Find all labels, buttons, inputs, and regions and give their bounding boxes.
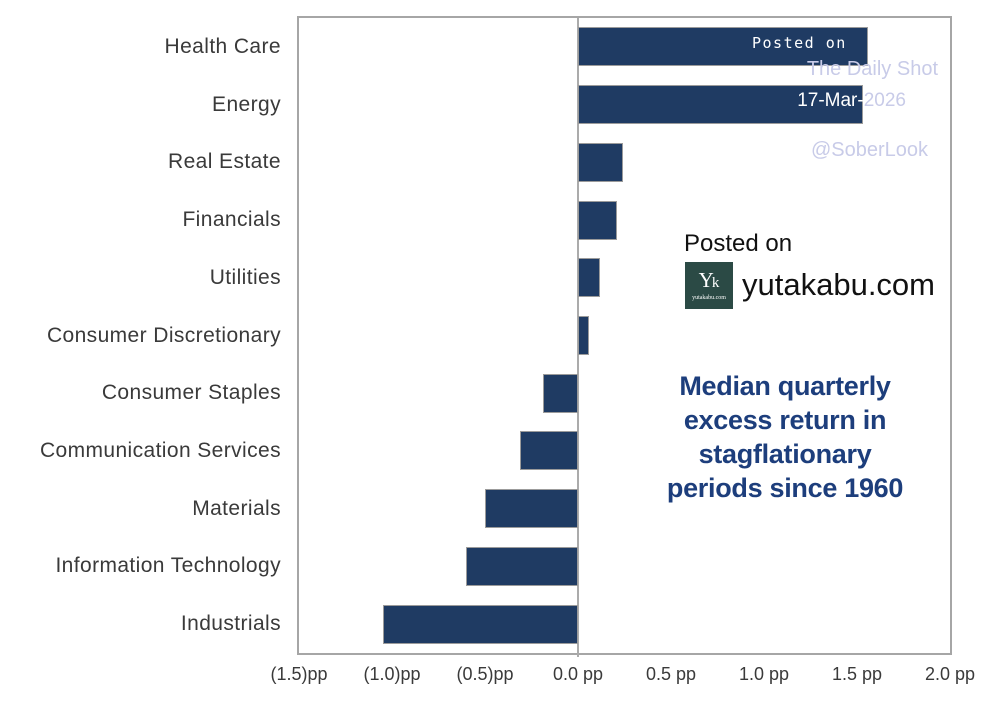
bar [466, 546, 578, 586]
bar [382, 604, 578, 644]
category-label: Health Care [164, 34, 281, 58]
chart-title-line: Median quarterly [679, 371, 891, 401]
watermark-date-on-bar: 17-Mar- [797, 90, 864, 111]
bar [578, 142, 623, 182]
category-label: Energy [212, 92, 281, 116]
category-label: Utilities [209, 265, 281, 289]
x-tick-label: 0.5 pp [645, 664, 697, 684]
bar [578, 200, 618, 240]
category-label: Consumer Staples [101, 381, 281, 405]
x-tick-label: 1.0 pp [738, 664, 790, 684]
category-label: Communication Services [39, 438, 281, 462]
x-tick-label: (1.0)pp [363, 664, 421, 684]
bar [578, 316, 590, 355]
chart-title: Median quarterly excess return in stagfl… [645, 369, 925, 505]
category-label: Consumer Discretionary [46, 323, 281, 347]
bar [520, 431, 578, 471]
bar [578, 258, 601, 298]
x-tick-label: 0.0 pp [552, 664, 604, 684]
overlay-site-label: yutakabu.com [742, 267, 935, 302]
category-label: Information Technology [55, 554, 281, 578]
watermark-date: 17-Mar-2026 [797, 90, 906, 112]
category-label: Real Estate [168, 150, 281, 174]
chart-title-line: periods since 1960 [666, 473, 904, 503]
y-axis-category-labels: Health Care Energy Real Estate Financials Ut… [0, 18, 284, 653]
x-axis-tick-labels: (1.5)pp (1.0)pp (0.5)pp 0.0 pp 0.5 pp 1.0 pp 1… [270, 653, 975, 698]
watermark-date-year: 2026 [863, 90, 906, 111]
overlay-posted-on-label: Posted on [684, 230, 793, 257]
logo-caption: yutakabu.com [692, 295, 726, 301]
category-label: Financials [182, 208, 281, 232]
plot-area [297, 16, 952, 657]
x-tick-label: 1.5 pp [831, 664, 883, 684]
bar [542, 373, 578, 413]
category-label: Materials [192, 496, 281, 520]
category-label: Industrials [180, 612, 281, 636]
chart-title-line: stagflationary [698, 439, 872, 469]
bar [485, 489, 578, 529]
bar [578, 27, 869, 67]
watermark-soberlook: @SoberLook [810, 139, 928, 161]
watermark-daily-shot: The Daily Shot [806, 58, 938, 80]
watermark-posted-on: Posted on [752, 34, 847, 52]
logo-monogram: Yk [698, 268, 720, 292]
chart-title-line: excess return in [683, 405, 887, 435]
x-tick-label: (0.5)pp [456, 664, 514, 684]
x-tick-label: (1.5)pp [270, 664, 328, 684]
x-tick-label: 2.0 pp [924, 664, 976, 684]
yutakabu-logo: Yk yutakabu.com [685, 262, 733, 309]
bar [578, 85, 863, 125]
